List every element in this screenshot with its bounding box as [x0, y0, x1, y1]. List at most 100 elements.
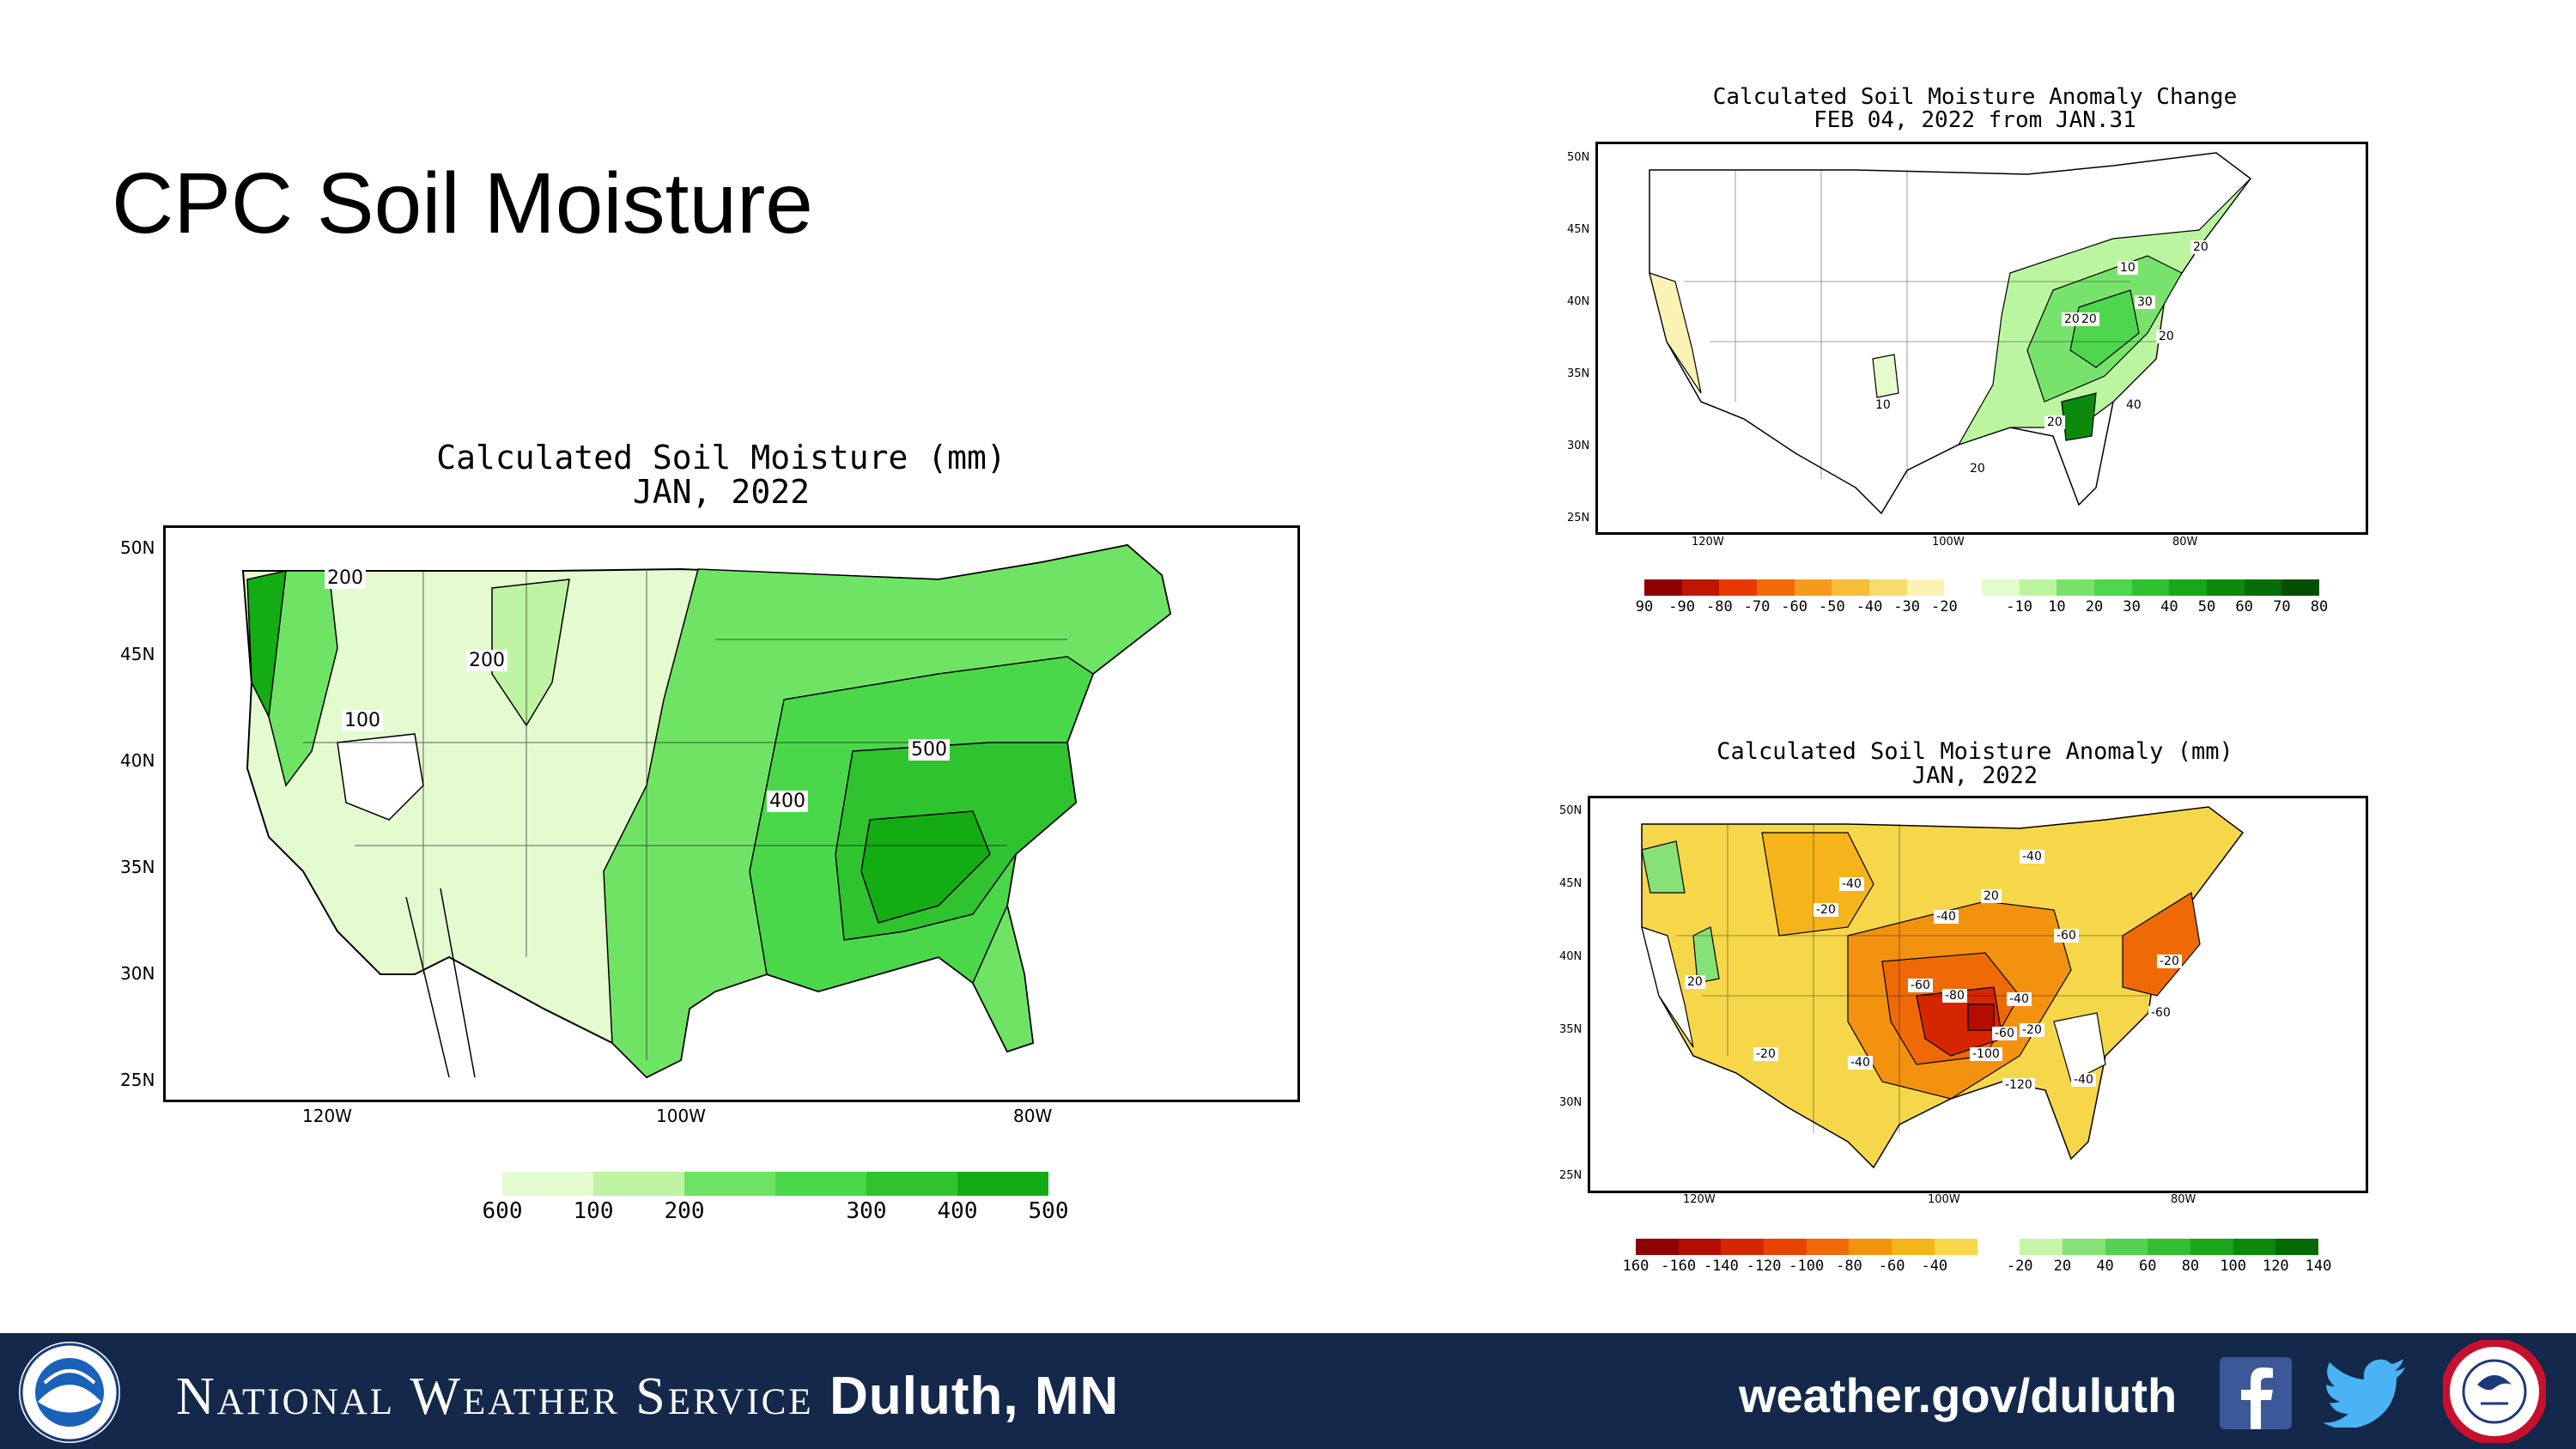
footer-office: Duluth, MN [829, 1367, 1120, 1426]
change-map-image [1649, 152, 2252, 515]
legend-label: 80 [2181, 1258, 2200, 1275]
legend-swatch [2131, 579, 2170, 596]
twitter-icon[interactable] [2323, 1359, 2407, 1429]
change-contour-label: 20 [2079, 312, 2099, 326]
legend-label: 40 [2160, 598, 2178, 615]
anomaly-map-title-line2: JAN, 2022 [1911, 762, 2038, 790]
legend-swatch [1977, 1239, 2020, 1255]
change-contour-label: 10 [2117, 261, 2138, 275]
main-map-title-line2: JAN, 2022 [633, 472, 810, 511]
main-contour-label: 200 [466, 650, 507, 671]
legend-label: 300 [846, 1198, 887, 1224]
anomaly-contour-label: -60 [1992, 1027, 2017, 1040]
legend-swatch [2275, 1239, 2318, 1255]
legend-label: 160 [1622, 1258, 1649, 1275]
change-lon-label: 80W [2172, 536, 2198, 549]
legend-swatch [866, 1172, 957, 1196]
legend-swatch [1721, 1239, 1765, 1255]
change-lat-label: 25N [1567, 512, 1590, 524]
legend-label: -140 [1703, 1258, 1739, 1275]
main-map-title-line1: Calculated Soil Moisture (mm) [436, 439, 1006, 476]
change-map-title-line2: FEB 04, 2022 from JAN.31 [1814, 107, 2136, 134]
anomaly-contour-label: -120 [2002, 1078, 2035, 1092]
main-contour-label: 200 [325, 567, 366, 589]
change-contour-label: 20 [2062, 312, 2082, 326]
main-lat-label: 25N [120, 1070, 155, 1090]
anomaly-contour-label: 20 [1685, 975, 1705, 989]
legend-swatch [1906, 579, 1945, 596]
legend-swatch [1794, 579, 1832, 596]
legend-swatch [2244, 579, 2282, 596]
main-contour-label: 100 [342, 710, 383, 731]
main-lon-label: 120W [302, 1106, 352, 1126]
main-lat-label: 45N [120, 644, 155, 664]
main-map-title: Calculated Soil Moisture (mm) JAN, 2022 [343, 439, 1099, 511]
change-contour-label: 30 [2135, 295, 2155, 309]
main-contour-label: 500 [908, 739, 950, 761]
main-lat-label: 35N [120, 857, 155, 877]
legend-label: -20 [2006, 1258, 2033, 1275]
legend-label: -100 [1789, 1258, 1825, 1275]
legend-label: -80 [1705, 598, 1733, 615]
change-contour-label: 20 [2156, 330, 2177, 343]
anomaly-contour-label: -40 [2071, 1073, 2096, 1087]
legend-swatch [2057, 579, 2094, 596]
legend-swatch [1868, 579, 1907, 596]
legend-swatch [1806, 1239, 1850, 1255]
legend-swatch [2020, 1239, 2063, 1255]
anomaly-lon-label: 80W [2171, 1193, 2196, 1206]
anomaly-lat-label: 45N [1559, 877, 1583, 890]
change-lat-label: 35N [1567, 367, 1590, 380]
legend-swatch [1934, 1239, 1978, 1255]
legend-label: -30 [1893, 598, 1921, 615]
legend-swatch [1849, 1239, 1893, 1255]
anomaly-contour-label: -20 [1753, 1047, 1778, 1061]
anomaly-contour-label: 20 [1981, 889, 2002, 903]
footer-url-link[interactable]: weather.gov/duluth [1739, 1368, 2178, 1422]
legend-label: -70 [1743, 598, 1771, 615]
change-contour-label: 20 [1967, 462, 1988, 476]
main-legend [502, 1172, 1048, 1196]
legend-swatch [1678, 1239, 1722, 1255]
legend-swatch [957, 1172, 1048, 1196]
anomaly-contour-label: -60 [2148, 1006, 2173, 1020]
anomaly-contour-label: -60 [2054, 929, 2079, 943]
legend-label: 120 [2262, 1258, 2289, 1275]
legend-label: -160 [1661, 1258, 1697, 1275]
legend-swatch [2148, 1239, 2190, 1255]
legend-swatch [1832, 579, 1869, 596]
legend-label: -40 [1856, 598, 1883, 615]
change-lat-label: 40N [1567, 295, 1590, 308]
legend-label: 70 [2273, 598, 2291, 615]
nws-logo-icon[interactable] [2441, 1338, 2548, 1445]
anomaly-legend [1636, 1239, 2318, 1255]
legend-label: -10 [2006, 598, 2033, 615]
legend-swatch [2281, 579, 2319, 596]
legend-swatch [1756, 579, 1795, 596]
change-map-title-line1: Calculated Soil Moisture Anomaly Change [1712, 84, 2238, 110]
legend-label: 100 [2220, 1258, 2246, 1275]
facebook-icon[interactable] [2220, 1357, 2292, 1429]
legend-swatch [2093, 579, 2132, 596]
legend-label: -40 [1921, 1258, 1948, 1275]
legend-label: -120 [1746, 1258, 1782, 1275]
anomaly-contour-label: -40 [1839, 877, 1864, 891]
change-lat-label: 45N [1567, 223, 1590, 236]
legend-label: 20 [2053, 1258, 2072, 1275]
legend-label: 500 [1028, 1198, 1069, 1224]
legend-swatch [1719, 579, 1757, 596]
anomaly-contour-label: -60 [1908, 979, 1933, 992]
change-contour-label: 20 [2190, 240, 2211, 254]
legend-swatch [1644, 579, 1682, 596]
main-lon-label: 100W [656, 1106, 706, 1126]
anomaly-contour-label: -80 [1942, 989, 1967, 1003]
noaa-logo-icon[interactable] [19, 1342, 120, 1443]
anomaly-contour-label: -40 [2020, 850, 2044, 864]
legend-label: 200 [664, 1198, 705, 1224]
legend-swatch [2233, 1239, 2276, 1255]
anomaly-map-image [1641, 806, 2245, 1169]
change-legend-labels: -90 -80 -70 -60 -50 -40 -30 -20 -10 10 20 30 40 50 60 7… [1636, 598, 2328, 617]
legend-label: 10 [2048, 598, 2066, 615]
legend-label: 600 [482, 1198, 523, 1224]
legend-label: -90 [1668, 598, 1696, 615]
